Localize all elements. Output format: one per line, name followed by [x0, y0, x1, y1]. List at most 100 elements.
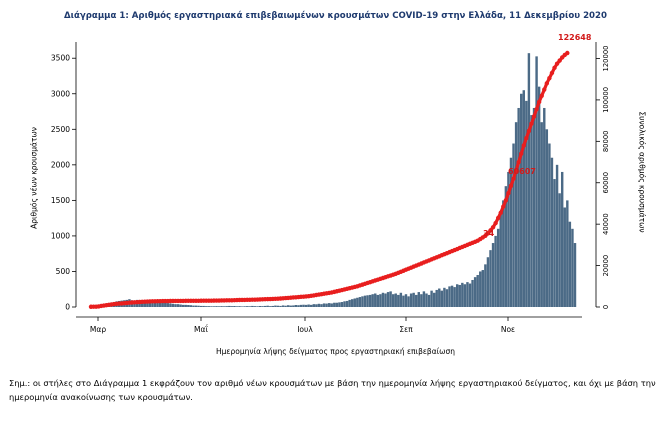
bar [502, 200, 505, 307]
bar [215, 306, 218, 307]
bar [269, 306, 272, 307]
cumulative-point [506, 190, 511, 196]
bar [545, 129, 549, 307]
bar [430, 290, 433, 307]
bar [220, 306, 223, 307]
cumulative-point [485, 231, 491, 236]
bar [514, 122, 518, 308]
bar [266, 305, 269, 307]
bar [189, 305, 193, 307]
bar [371, 294, 374, 307]
right-tick-label: 20000 [602, 255, 610, 277]
annotations-group: 122648 60607 34 [483, 33, 592, 238]
bar [235, 306, 239, 307]
bar [417, 292, 420, 307]
bar [299, 304, 303, 307]
bar [391, 294, 395, 307]
bar [263, 305, 267, 307]
cumulative-point [552, 65, 557, 71]
bar [248, 306, 251, 307]
cumulative-point [516, 159, 521, 165]
bar [356, 297, 359, 307]
bar [333, 302, 336, 307]
x-axis: Μαρ Μαΐ Ιουλ Σεπ Νοε [76, 316, 582, 334]
x-tick-label: Νοε [501, 325, 515, 334]
bar [422, 291, 426, 307]
cumulative-point [536, 99, 542, 105]
bar [161, 302, 164, 307]
left-tick-label: 500 [56, 267, 71, 276]
bar [384, 293, 387, 307]
bar [494, 235, 497, 307]
bar [297, 305, 300, 307]
bar [468, 283, 472, 307]
bar [202, 305, 205, 307]
right-tick-label: 0 [602, 305, 610, 309]
left-tick-label: 3000 [51, 89, 70, 98]
cumulative-point [513, 168, 519, 173]
bar [276, 305, 280, 307]
bar [212, 306, 216, 307]
cumulative-point [524, 136, 529, 141]
bar [381, 292, 385, 307]
bar [450, 285, 454, 307]
bar [181, 304, 185, 307]
x-tick-label: Ιουλ [297, 325, 313, 334]
bar [440, 290, 444, 307]
bar [179, 304, 182, 307]
cumulative-point [519, 151, 524, 156]
bar [558, 193, 561, 307]
bar [427, 294, 431, 307]
bar [171, 303, 175, 307]
bar [466, 282, 469, 307]
bar [238, 306, 241, 307]
bar [148, 300, 152, 307]
bar [205, 306, 208, 307]
cumulative-point [539, 93, 544, 98]
bar [530, 115, 533, 307]
bar [525, 100, 528, 307]
footnote: Σημ.: οι στήλες στο Διάγραμμα 1 εκφράζου… [9, 378, 656, 402]
bar [274, 305, 277, 307]
bar [496, 228, 500, 307]
cumulative-point [503, 198, 509, 203]
bar [397, 294, 400, 307]
bar [486, 257, 490, 307]
bar [363, 295, 367, 307]
bar [284, 305, 287, 307]
bar [294, 305, 298, 307]
bar [379, 294, 382, 307]
cumulative-point [531, 114, 537, 119]
bar [471, 279, 474, 307]
left-axis: 0 500 1000 1500 2000 2500 3000 3500 [51, 42, 77, 312]
right-tick-label: 100000 [602, 87, 610, 113]
bar [415, 294, 418, 307]
bar [246, 306, 249, 307]
bar [573, 243, 577, 307]
right-tick-label: 40000 [602, 213, 610, 235]
bar [166, 303, 170, 307]
bar [366, 295, 369, 307]
bar [307, 304, 310, 307]
bar [325, 303, 328, 307]
right-tick-label: 80000 [602, 131, 610, 153]
cumulative-point [493, 220, 498, 226]
bar [151, 300, 154, 307]
bar [543, 107, 546, 307]
bar [217, 306, 221, 307]
bar [302, 304, 305, 307]
bar [233, 306, 236, 307]
bar [394, 293, 397, 307]
bar [228, 305, 231, 307]
bar [289, 305, 292, 307]
cumulative-point [549, 70, 555, 76]
bar [527, 53, 531, 307]
bar [479, 271, 482, 307]
bar [517, 107, 520, 307]
bar [463, 284, 467, 307]
left-tick-label: 3500 [51, 54, 70, 63]
cumulative-point [554, 61, 560, 66]
x-axis-label: Ημερομηνία λήψης δείγματος προς εργαστηρ… [216, 347, 455, 356]
chart-area: 0 500 1000 1500 2000 2500 3000 3500 0 20000 40000… [51, 33, 610, 334]
bar [348, 299, 351, 307]
